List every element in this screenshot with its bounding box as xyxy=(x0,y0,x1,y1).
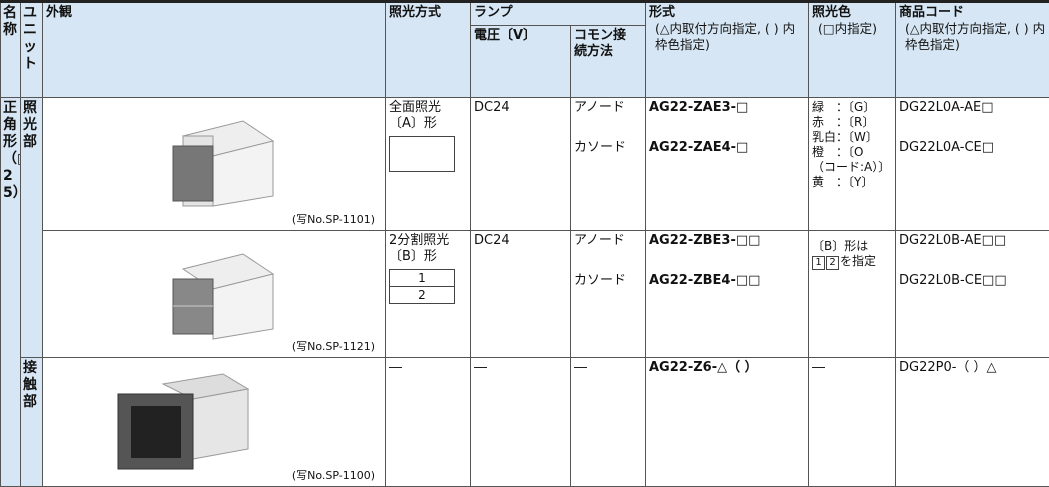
lighting: 全面照光〔A〕形 xyxy=(386,98,471,231)
color-text: 黄 ：〔Y〕 xyxy=(812,175,892,190)
color: 緑 ：〔G〕赤 ：〔R〕乳白：〔W〕橙 ：〔O（コード:A）〕黄 ：〔Y〕 xyxy=(809,98,896,231)
code-text: DG22L0A-CE□ xyxy=(899,140,1046,156)
color-box: 2 xyxy=(826,256,839,270)
code-text: DG22L0B-AE□□ xyxy=(899,233,1046,249)
header-model-note: (△内取付方向指定, ( ) 内枠色指定) xyxy=(649,21,805,53)
appearance: (写No.SP-1100) xyxy=(43,358,386,487)
lighting: ― xyxy=(386,358,471,487)
segment: 1 xyxy=(389,269,455,287)
color-text: 緑 ：〔G〕 xyxy=(812,100,892,115)
voltage: DC24 xyxy=(471,98,571,231)
common: アノードカソード xyxy=(571,231,646,358)
header-unit: ユニット xyxy=(21,2,43,98)
unit: 照光部 xyxy=(21,98,43,358)
group: 正角形（□25） xyxy=(1,98,21,487)
common-text: カソード xyxy=(574,273,642,289)
color-box: 1 xyxy=(812,256,825,270)
color-suffix: を指定 xyxy=(840,254,876,268)
common-text: アノード xyxy=(574,233,642,249)
header-voltage: 電圧〔V〕 xyxy=(471,26,571,98)
code: DG22L0B-AE□□ DG22L0B-CE□□ xyxy=(896,231,1049,358)
row: 接触部 (写No.SP-1100) ― ― ― AG22-Z6-△（ ） ― D… xyxy=(1,358,1049,487)
color-text: 赤 ：〔R〕 xyxy=(812,115,892,130)
header-lamp: ランプ xyxy=(471,2,646,26)
voltage: DC24 xyxy=(471,231,571,358)
segment: 2 xyxy=(389,287,455,304)
color: ― xyxy=(809,358,896,487)
header-model-title: 形式 xyxy=(649,5,805,21)
header-code-title: 商品コード xyxy=(899,5,1046,21)
color-text: 〔B〕形は xyxy=(812,239,892,254)
unit: 接触部 xyxy=(21,358,43,487)
voltage: ― xyxy=(471,358,571,487)
header-code: 商品コード(△内取付方向指定, ( ) 内枠色指定) xyxy=(896,2,1049,98)
appearance: (写No.SP-1121) xyxy=(43,231,386,358)
common: アノードカソード xyxy=(571,98,646,231)
header-model: 形式(△内取付方向指定, ( ) 内枠色指定) xyxy=(646,2,809,98)
model-text: AG22-ZAE3-□ xyxy=(649,100,805,116)
code: DG22P0-（ ）△ xyxy=(896,358,1049,487)
common-text: アノード xyxy=(574,100,642,116)
common: ― xyxy=(571,358,646,487)
header-common: コモン接続方法 xyxy=(571,26,646,98)
header-color: 照光色(□内指定) xyxy=(809,2,896,98)
header-appearance: 外観 xyxy=(43,2,386,98)
header-row: 名称 ユニット 外観 照光方式 ランプ 形式(△内取付方向指定, ( ) 内枠色… xyxy=(1,2,1049,26)
model: AG22-ZAE3-□ AG22-ZAE4-□ xyxy=(646,98,809,231)
model-text: AG22-ZAE4-□ xyxy=(649,140,805,156)
switch-photo xyxy=(103,364,253,479)
header-name: 名称 xyxy=(1,2,21,98)
model: AG22-ZBE3-□□ AG22-ZBE4-□□ xyxy=(646,231,809,358)
code: DG22L0A-AE□ DG22L0A-CE□ xyxy=(896,98,1049,231)
model-text: AG22-ZBE4-□□ xyxy=(649,273,805,289)
caption: (写No.SP-1121) xyxy=(292,339,375,355)
header-common-text: コモン接続方法 xyxy=(574,28,630,60)
header-color-title: 照光色 xyxy=(812,5,892,21)
lighting-diagram xyxy=(389,136,455,172)
color-text: 橙 ：〔O xyxy=(812,145,892,160)
header-lighting: 照光方式 xyxy=(386,2,471,98)
caption: (写No.SP-1101) xyxy=(292,212,375,228)
header-code-note: (△内取付方向指定, ( ) 内枠色指定) xyxy=(899,21,1046,53)
appearance: (写No.SP-1101) xyxy=(43,98,386,231)
code-text: DG22L0B-CE□□ xyxy=(899,273,1046,289)
color-text: （コード:A）〕 xyxy=(812,160,892,175)
header-color-note: (□内指定) xyxy=(812,21,892,37)
model: AG22-Z6-△（ ） xyxy=(646,358,809,487)
caption: (写No.SP-1100) xyxy=(292,468,375,484)
lighting-text: 2分割照光〔B〕形 xyxy=(389,233,467,265)
row: 正角形（□25） 照光部 (写No.SP-1101) 全面照光〔A〕形 DC24… xyxy=(1,98,1049,231)
switch-photo xyxy=(163,239,293,349)
lighting-text: 全面照光〔A〕形 xyxy=(389,100,467,132)
common-text: カソード xyxy=(574,140,642,156)
code-text: DG22L0A-AE□ xyxy=(899,100,1046,116)
color-text: 乳白：〔W〕 xyxy=(812,130,892,145)
switch-photo xyxy=(163,106,293,216)
model-text: AG22-ZBE3-□□ xyxy=(649,233,805,249)
